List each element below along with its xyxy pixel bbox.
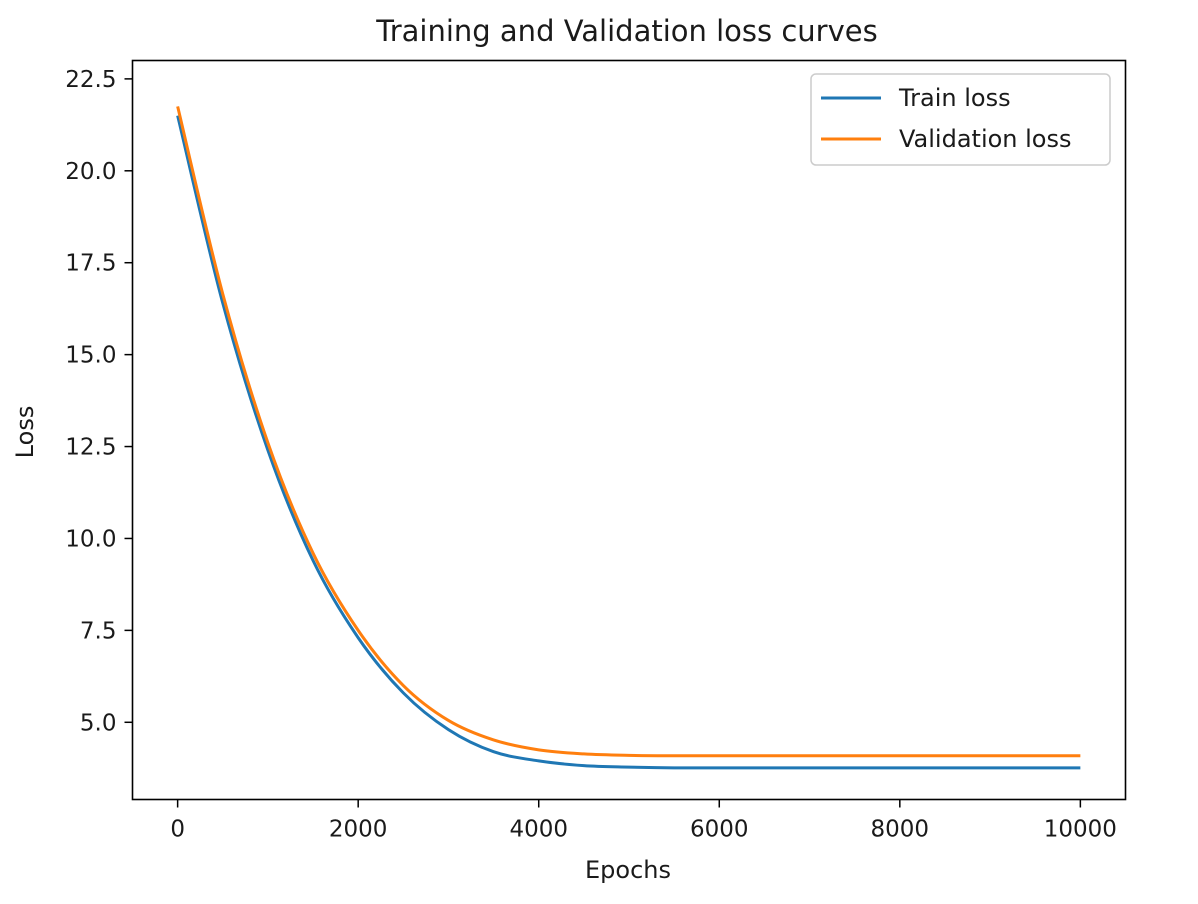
y-tick-label: 10.0 bbox=[65, 526, 116, 552]
x-axis-ticks: 0 2000 4000 6000 8000 10000 bbox=[170, 799, 1117, 843]
y-tick-label: 15.0 bbox=[65, 343, 116, 369]
x-tick-label: 6000 bbox=[690, 817, 749, 843]
plot-frame bbox=[131, 59, 1127, 801]
series-line-train-loss bbox=[176, 115, 1081, 770]
x-tick-label: 2000 bbox=[329, 817, 388, 843]
x-tick-label: 10000 bbox=[1044, 817, 1117, 843]
y-tick-label: 22.5 bbox=[65, 67, 116, 93]
x-axis-label: Epochs bbox=[585, 856, 671, 884]
legend: Train loss Validation loss bbox=[810, 73, 1111, 166]
y-tick-label: 5.0 bbox=[80, 710, 117, 736]
x-tick-label: 4000 bbox=[509, 817, 568, 843]
x-tick-label: 0 bbox=[170, 817, 185, 843]
y-axis-ticks: 5.0 7.5 10.0 12.5 15.0 17.5 20.0 22.5 bbox=[65, 67, 133, 736]
plot-lines bbox=[176, 106, 1081, 770]
y-tick-label: 12.5 bbox=[65, 435, 116, 461]
legend-label-validation-loss: Validation loss bbox=[899, 125, 1072, 153]
series-line-validation-loss bbox=[176, 106, 1081, 758]
chart-title: Training and Validation loss curves bbox=[375, 14, 877, 48]
y-tick-label: 7.5 bbox=[80, 618, 117, 644]
y-tick-label: 17.5 bbox=[65, 251, 116, 277]
y-tick-label: 20.0 bbox=[65, 159, 116, 185]
legend-box bbox=[810, 73, 1111, 166]
x-tick-label: 8000 bbox=[871, 817, 930, 843]
y-axis-label: Loss bbox=[11, 406, 39, 459]
legend-label-train-loss: Train loss bbox=[898, 84, 1011, 112]
